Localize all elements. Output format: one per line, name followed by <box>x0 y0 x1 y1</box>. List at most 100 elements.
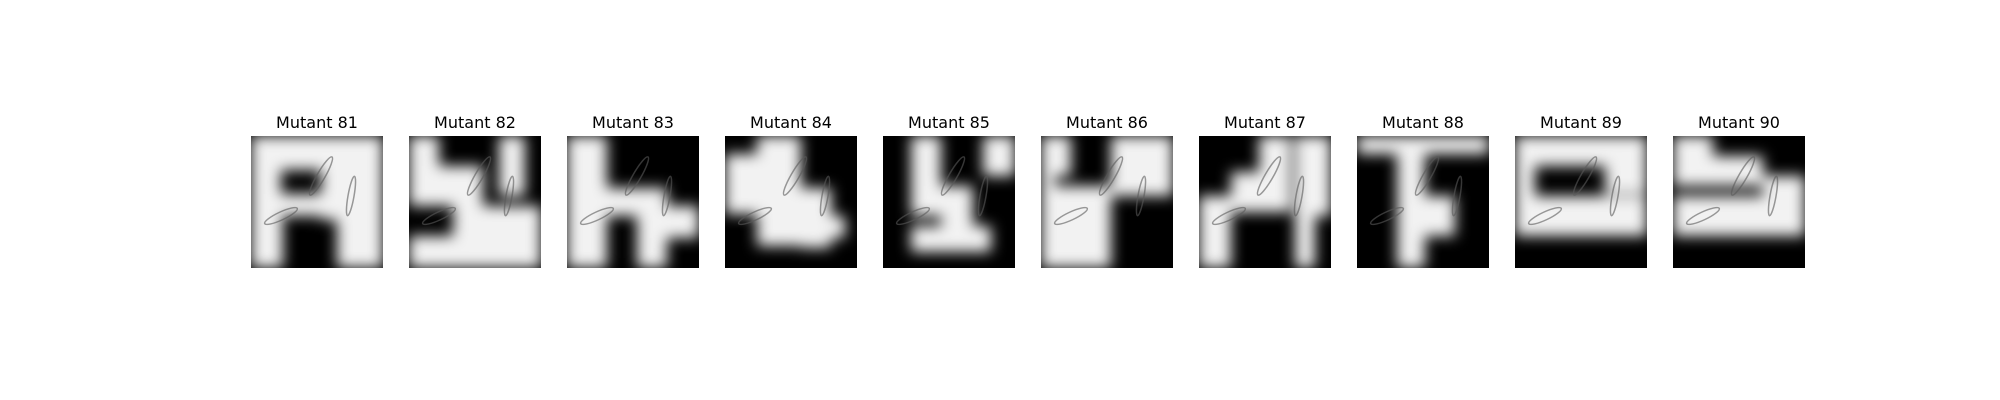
mask-region <box>1199 196 1231 268</box>
mutant-image <box>1673 136 1805 268</box>
mask-regions <box>1199 136 1331 268</box>
mask-region <box>1515 166 1535 236</box>
mask-region <box>765 216 845 238</box>
mask-regions <box>567 136 699 268</box>
mask-region <box>1673 196 1805 236</box>
cell-outline <box>1527 206 1563 226</box>
cell-outline <box>1135 175 1147 217</box>
cell-outline <box>895 206 931 226</box>
cell-outline <box>1256 156 1282 196</box>
mask-region <box>409 236 541 268</box>
panel-title: Mutant 82 <box>434 113 516 132</box>
panel-title: Mutant 90 <box>1698 113 1780 132</box>
mask-regions <box>1041 136 1173 268</box>
mask-region <box>725 154 757 214</box>
cell-outline <box>1609 175 1621 217</box>
cell-outline <box>1685 206 1721 226</box>
cell-outline <box>1293 175 1305 217</box>
mask-region <box>337 220 383 268</box>
mutant-image <box>1041 136 1173 268</box>
mask-region <box>251 170 281 220</box>
mask-regions <box>725 136 845 248</box>
mutant-image <box>1515 136 1647 268</box>
mask-regions <box>1357 136 1489 268</box>
cell-outline <box>1369 206 1405 226</box>
mask-region <box>1535 196 1647 236</box>
mask-regions <box>911 136 1015 252</box>
cell-outline <box>782 156 808 196</box>
mask-region <box>1259 136 1291 196</box>
cell-outline <box>1572 156 1598 196</box>
mask-regions <box>1515 136 1647 236</box>
cell-outline <box>1211 206 1247 226</box>
panel-title: Mutant 89 <box>1540 113 1622 132</box>
mask-region <box>1111 136 1173 196</box>
panel-mutant-83: Mutant 83 <box>567 110 699 268</box>
mutant-image <box>409 136 541 268</box>
mask-region <box>1605 154 1647 194</box>
mask-region <box>911 226 991 252</box>
panel-title: Mutant 87 <box>1224 113 1306 132</box>
cell-outline <box>737 206 773 226</box>
cell-outline <box>819 175 831 217</box>
mutant-image <box>883 136 1015 268</box>
mask-region <box>251 220 283 268</box>
panel-mutant-81: Mutant 81 <box>251 110 383 268</box>
cell-outline <box>1767 175 1779 217</box>
mask-region <box>1425 196 1455 236</box>
panel-title: Mutant 83 <box>592 113 674 132</box>
panel-title: Mutant 85 <box>908 113 990 132</box>
cell-outline <box>263 206 299 226</box>
panel-title: Mutant 81 <box>276 113 358 132</box>
panel-mutant-84: Mutant 84 <box>725 110 857 268</box>
mask-region <box>911 136 941 216</box>
mask-region <box>983 136 1015 176</box>
panel-mutant-88: Mutant 88 <box>1357 110 1489 268</box>
mask-region <box>409 136 439 206</box>
panel-mutant-90: Mutant 90 <box>1673 110 1805 268</box>
mask-region <box>1295 216 1315 268</box>
panel-mutant-85: Mutant 85 <box>883 110 1015 268</box>
cell-outline <box>466 156 492 196</box>
mask-regions <box>1673 136 1805 236</box>
mask-region <box>1713 156 1763 186</box>
mutant-image <box>251 136 383 268</box>
mask-region <box>1055 186 1111 268</box>
cell-outline <box>1414 156 1440 196</box>
cell-outline <box>1053 206 1089 226</box>
cell-outline <box>1451 175 1463 217</box>
mutant-image <box>1357 136 1489 268</box>
mutant-image <box>1199 136 1331 268</box>
mask-region <box>1041 136 1071 176</box>
cell-outline <box>345 175 357 217</box>
panel-mutant-87: Mutant 87 <box>1199 110 1331 268</box>
mask-region <box>607 188 667 216</box>
cell-outline <box>503 175 515 217</box>
mask-region <box>251 136 383 170</box>
cell-outline <box>1730 156 1756 196</box>
panel-title: Mutant 88 <box>1382 113 1464 132</box>
cell-outline <box>1098 156 1124 196</box>
mutant-image <box>725 136 857 268</box>
panel-title: Mutant 86 <box>1066 113 1148 132</box>
mask-region <box>1673 136 1713 186</box>
panel-title: Mutant 84 <box>750 113 832 132</box>
cell-outline <box>661 175 673 217</box>
mask-region <box>1041 176 1055 268</box>
mask-region <box>1763 176 1805 198</box>
mask-regions <box>409 136 541 268</box>
panel-mutant-89: Mutant 89 <box>1515 110 1647 268</box>
mask-region <box>281 194 371 216</box>
mask-region <box>667 206 699 238</box>
cell-outline <box>940 156 966 196</box>
cell-outline <box>977 175 989 217</box>
cell-outline <box>308 156 334 196</box>
cell-outline <box>579 206 615 226</box>
panel-mutant-82: Mutant 82 <box>409 110 541 268</box>
mask-region <box>637 216 667 268</box>
mutant-image <box>567 136 699 268</box>
cell-outline <box>624 156 650 196</box>
mask-region <box>453 206 541 236</box>
cell-outline <box>421 206 457 226</box>
